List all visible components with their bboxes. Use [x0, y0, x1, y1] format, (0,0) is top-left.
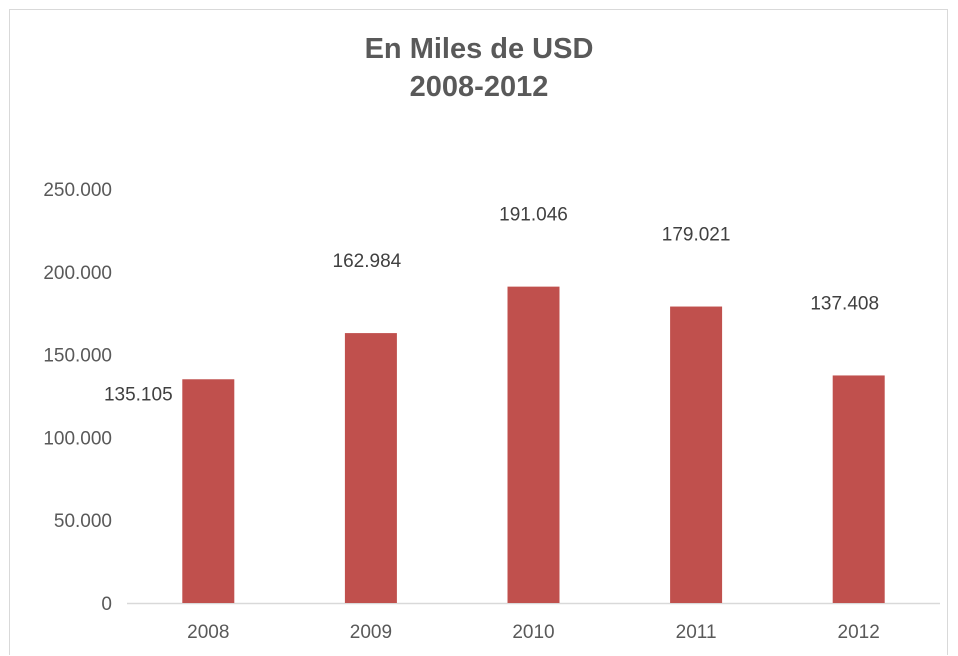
- y-axis-tick-labels: 0 50.000 100.000 150.000 200.000 250.000: [43, 180, 112, 615]
- chart-title: En Miles de USD 2008-2012: [0, 30, 958, 106]
- data-label-2012: 137.408: [810, 293, 879, 314]
- y-tick-label: 200.000: [43, 263, 112, 284]
- x-tick-label: 2011: [676, 622, 717, 643]
- chart-title-line-1: En Miles de USD: [364, 33, 594, 65]
- y-tick-label: 150.000: [43, 346, 112, 367]
- data-labels: 135.105 162.984 191.046 179.021 137.408: [104, 205, 879, 406]
- x-tick-label: 2012: [838, 622, 880, 643]
- bar-2012: [832, 375, 885, 603]
- bar-2008: [182, 379, 235, 603]
- data-label-2008: 135.105: [104, 384, 173, 405]
- data-label-2009: 162.984: [333, 251, 402, 272]
- y-tick-label: 0: [101, 594, 112, 615]
- x-tick-label: 2009: [350, 622, 392, 643]
- y-tick-label: 50.000: [54, 511, 112, 532]
- bars: [182, 286, 885, 603]
- x-tick-label: 2008: [187, 622, 229, 643]
- bar-2011: [670, 306, 723, 603]
- x-tick-label: 2010: [512, 622, 554, 643]
- data-label-2010: 191.046: [499, 205, 568, 226]
- bar-2009: [344, 333, 397, 603]
- chart-frame: [9, 9, 948, 655]
- y-tick-label: 100.000: [43, 428, 112, 449]
- data-label-2011: 179.021: [662, 225, 731, 246]
- chart-title-line-2: 2008-2012: [409, 71, 549, 103]
- x-axis-tick-labels: 2008 2009 2010 2011 2012: [187, 622, 880, 643]
- bar-2010: [507, 286, 560, 603]
- y-tick-label: 250.000: [43, 180, 112, 201]
